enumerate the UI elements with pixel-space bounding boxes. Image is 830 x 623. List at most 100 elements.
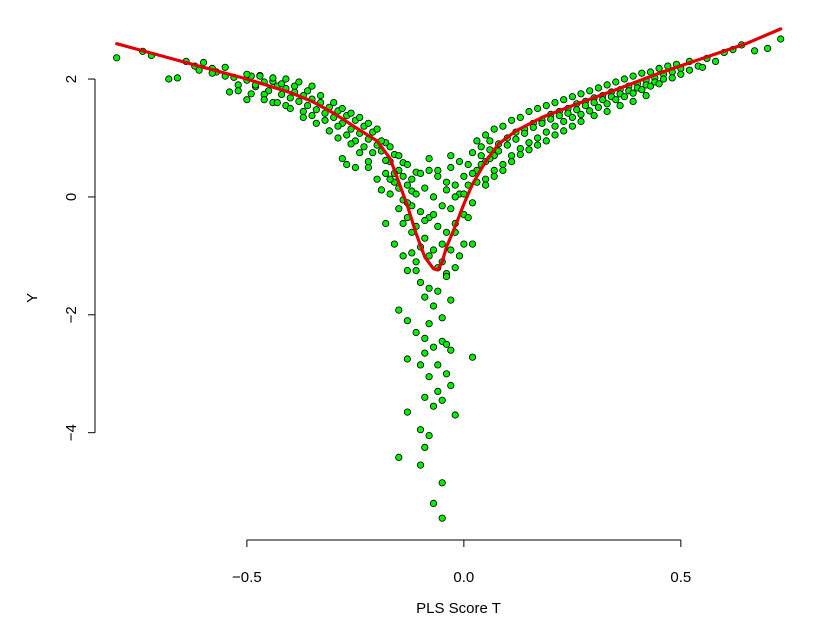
data-point xyxy=(620,75,629,83)
data-point xyxy=(464,214,472,222)
data-point xyxy=(429,402,438,410)
data-point xyxy=(421,443,429,451)
data-point xyxy=(629,97,637,106)
data-point xyxy=(464,160,472,169)
data-point xyxy=(616,102,624,110)
data-point xyxy=(455,252,464,260)
data-point xyxy=(308,82,316,90)
data-point xyxy=(225,88,234,96)
data-point xyxy=(447,152,455,160)
data-point xyxy=(525,139,533,147)
data-point xyxy=(429,302,438,310)
data-point xyxy=(316,92,325,100)
data-point xyxy=(750,47,759,55)
data-point xyxy=(477,152,485,160)
data-point xyxy=(516,113,524,122)
data-point xyxy=(442,178,451,186)
data-point xyxy=(468,199,477,207)
data-point xyxy=(468,353,477,361)
data-point xyxy=(442,370,451,378)
data-point xyxy=(382,156,390,164)
data-point xyxy=(303,87,312,95)
data-point xyxy=(555,112,563,120)
data-point xyxy=(312,106,320,114)
data-point xyxy=(421,184,429,192)
data-point xyxy=(412,190,420,198)
data-point xyxy=(442,186,451,194)
data-point xyxy=(560,96,568,104)
data-point xyxy=(586,107,594,115)
data-point xyxy=(429,343,438,351)
data-point xyxy=(525,146,533,154)
data-point xyxy=(655,80,663,88)
data-point xyxy=(299,113,307,122)
data-point xyxy=(408,249,416,257)
data-point xyxy=(373,125,381,133)
data-point xyxy=(425,166,433,174)
data-point xyxy=(330,99,338,107)
data-point xyxy=(481,131,490,139)
data-point xyxy=(668,74,676,82)
data-point xyxy=(447,205,455,213)
data-point xyxy=(421,293,429,301)
data-point xyxy=(338,104,346,113)
data-point xyxy=(347,140,355,148)
data-point xyxy=(421,393,429,401)
x-tick-label: −0.5 xyxy=(232,569,262,586)
data-point xyxy=(538,119,546,127)
data-point xyxy=(364,119,372,127)
data-point xyxy=(403,355,411,363)
fit-layer xyxy=(115,27,783,272)
data-point xyxy=(377,186,385,194)
data-point xyxy=(416,361,425,369)
data-point xyxy=(113,54,121,62)
data-point xyxy=(590,112,598,120)
data-point xyxy=(260,96,268,104)
data-point xyxy=(577,110,585,119)
data-point xyxy=(399,172,407,180)
data-point xyxy=(303,102,312,110)
data-point xyxy=(677,70,685,78)
data-point xyxy=(568,113,577,122)
x-axis-ticks: −0.5 0.0 0.5 xyxy=(232,540,691,586)
data-point xyxy=(442,228,451,236)
data-point xyxy=(356,149,364,157)
data-point xyxy=(490,125,498,133)
data-point xyxy=(533,104,542,113)
data-point xyxy=(763,44,772,53)
data-point xyxy=(512,135,520,143)
data-point xyxy=(386,190,394,198)
data-point xyxy=(165,75,173,83)
data-point xyxy=(421,216,429,225)
data-point xyxy=(551,99,559,107)
data-point xyxy=(560,117,568,126)
data-point xyxy=(481,181,490,189)
data-point xyxy=(429,193,438,201)
data-point xyxy=(516,150,524,159)
data-point xyxy=(416,426,425,434)
x-tick-label: 0.0 xyxy=(453,569,474,586)
data-point xyxy=(399,252,407,260)
data-point xyxy=(638,69,646,77)
data-point xyxy=(412,266,420,275)
data-point xyxy=(403,181,411,189)
x-axis-title: PLS Score T xyxy=(416,600,501,617)
data-point xyxy=(612,96,620,104)
data-point xyxy=(429,211,438,219)
data-point xyxy=(629,89,637,97)
data-point xyxy=(438,202,446,210)
data-point xyxy=(460,240,468,248)
data-point xyxy=(503,141,511,149)
data-point xyxy=(373,175,381,183)
data-point xyxy=(403,317,411,325)
data-point xyxy=(343,131,351,139)
data-point xyxy=(777,35,785,43)
data-point xyxy=(451,181,459,189)
data-point xyxy=(442,340,451,348)
data-point xyxy=(247,90,255,98)
data-point xyxy=(403,160,411,169)
data-point xyxy=(295,78,303,86)
data-point xyxy=(447,246,455,254)
data-point xyxy=(507,152,516,160)
data-point xyxy=(334,134,342,142)
